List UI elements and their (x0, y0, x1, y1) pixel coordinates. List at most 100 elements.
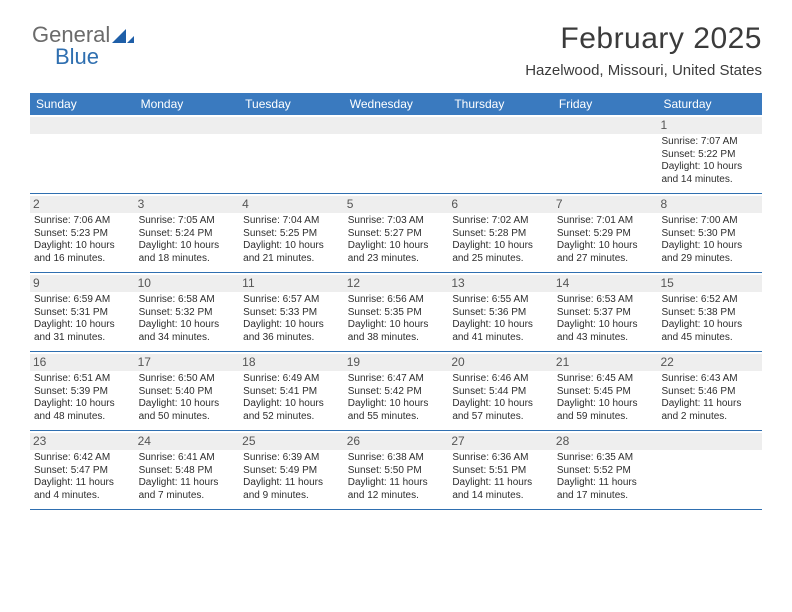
sunrise-text: Sunrise: 6:50 AM (139, 373, 236, 386)
day-number: 4 (239, 196, 344, 213)
daylight-text: Daylight: 11 hours and 12 minutes. (348, 477, 445, 502)
sunrise-text: Sunrise: 6:46 AM (452, 373, 549, 386)
sunset-text: Sunset: 5:38 PM (661, 307, 758, 320)
title-block: February 2025 Hazelwood, Missouri, Unite… (525, 22, 762, 79)
sunrise-text: Sunrise: 6:52 AM (661, 294, 758, 307)
week-row: 2Sunrise: 7:06 AMSunset: 5:23 PMDaylight… (30, 194, 762, 273)
daylight-text: Daylight: 11 hours and 7 minutes. (139, 477, 236, 502)
weekday-header-row: Sunday Monday Tuesday Wednesday Thursday… (30, 93, 762, 115)
daylight-text: Daylight: 10 hours and 48 minutes. (34, 398, 131, 423)
day-number: 5 (344, 196, 449, 213)
day-number (344, 117, 449, 134)
sunrise-text: Sunrise: 7:03 AM (348, 215, 445, 228)
day-number: 17 (135, 354, 240, 371)
daylight-text: Daylight: 10 hours and 52 minutes. (243, 398, 340, 423)
day-number: 8 (657, 196, 762, 213)
day-cell: 13 Sunrise: 6:55 AMSunset: 5:36 PMDayligh… (448, 273, 553, 351)
sunrise-text: Sunrise: 6:51 AM (34, 373, 131, 386)
day-number: 1 (657, 117, 762, 134)
day-cell: 14Sunrise: 6:53 AMSunset: 5:37 PMDayligh… (553, 273, 658, 351)
sunrise-text: Sunrise: 7:05 AM (139, 215, 236, 228)
day-cell (448, 115, 553, 193)
daylight-text: Daylight: 10 hours and 38 minutes. (348, 319, 445, 344)
sunset-text: Sunset: 5:36 PM (452, 307, 549, 320)
day-cell: 1Sunrise: 7:07 AMSunset: 5:22 PMDaylight… (657, 115, 762, 193)
day-number (448, 117, 553, 134)
day-cell: 26Sunrise: 6:38 AMSunset: 5:50 PMDayligh… (344, 431, 449, 509)
sunrise-text: Sunrise: 6:39 AM (243, 452, 340, 465)
day-cell: 23Sunrise: 6:42 AMSunset: 5:47 PMDayligh… (30, 431, 135, 509)
day-number: 13 (448, 275, 553, 292)
sunset-text: Sunset: 5:42 PM (348, 386, 445, 399)
day-number: 11 (239, 275, 344, 292)
daylight-text: Daylight: 10 hours and 36 minutes. (243, 319, 340, 344)
sunrise-text: Sunrise: 6:41 AM (139, 452, 236, 465)
weekday-header: Saturday (657, 93, 762, 115)
daylight-text: Daylight: 11 hours and 14 minutes. (452, 477, 549, 502)
day-cell: 3Sunrise: 7:05 AMSunset: 5:24 PMDaylight… (135, 194, 240, 272)
day-cell (135, 115, 240, 193)
day-cell (239, 115, 344, 193)
week-row: 1Sunrise: 7:07 AMSunset: 5:22 PMDaylight… (30, 115, 762, 194)
daylight-text: Daylight: 11 hours and 17 minutes. (557, 477, 654, 502)
weeks-container: 1Sunrise: 7:07 AMSunset: 5:22 PMDaylight… (30, 115, 762, 510)
sunset-text: Sunset: 5:45 PM (557, 386, 654, 399)
weekday-header: Thursday (448, 93, 553, 115)
day-cell: 21Sunrise: 6:45 AMSunset: 5:45 PMDayligh… (553, 352, 658, 430)
daylight-text: Daylight: 10 hours and 29 minutes. (661, 240, 758, 265)
sunrise-text: Sunrise: 7:02 AM (452, 215, 549, 228)
sunset-text: Sunset: 5:23 PM (34, 228, 131, 241)
day-cell: 5Sunrise: 7:03 AMSunset: 5:27 PMDaylight… (344, 194, 449, 272)
sunset-text: Sunset: 5:37 PM (557, 307, 654, 320)
location-text: Hazelwood, Missouri, United States (525, 62, 762, 79)
day-number: 22 (657, 354, 762, 371)
logo-sail-icon (112, 27, 134, 48)
week-row: 16Sunrise: 6:51 AMSunset: 5:39 PMDayligh… (30, 352, 762, 431)
weekday-header: Friday (553, 93, 658, 115)
sunset-text: Sunset: 5:22 PM (661, 149, 758, 162)
daylight-text: Daylight: 11 hours and 9 minutes. (243, 477, 340, 502)
day-cell: 8 Sunrise: 7:00 AMSunset: 5:30 PMDaylight… (657, 194, 762, 272)
day-cell: 28Sunrise: 6:35 AMSunset: 5:52 PMDayligh… (553, 431, 658, 509)
day-number: 18 (239, 354, 344, 371)
sunset-text: Sunset: 5:47 PM (34, 465, 131, 478)
sunset-text: Sunset: 5:52 PM (557, 465, 654, 478)
sunset-text: Sunset: 5:46 PM (661, 386, 758, 399)
day-cell: 11Sunrise: 6:57 AMSunset: 5:33 PMDayligh… (239, 273, 344, 351)
weekday-header: Sunday (30, 93, 135, 115)
day-number: 19 (344, 354, 449, 371)
daylight-text: Daylight: 10 hours and 59 minutes. (557, 398, 654, 423)
day-number (553, 117, 658, 134)
sunset-text: Sunset: 5:41 PM (243, 386, 340, 399)
sunset-text: Sunset: 5:49 PM (243, 465, 340, 478)
header: General February 2025 Hazelwood, Missour… (0, 0, 792, 87)
sunrise-text: Sunrise: 6:35 AM (557, 452, 654, 465)
day-cell (30, 115, 135, 193)
sunset-text: Sunset: 5:30 PM (661, 228, 758, 241)
sunrise-text: Sunrise: 6:58 AM (139, 294, 236, 307)
month-title: February 2025 (525, 22, 762, 56)
daylight-text: Daylight: 10 hours and 14 minutes. (661, 161, 758, 186)
day-cell: 12Sunrise: 6:56 AMSunset: 5:35 PMDayligh… (344, 273, 449, 351)
daylight-text: Daylight: 10 hours and 41 minutes. (452, 319, 549, 344)
weekday-header: Monday (135, 93, 240, 115)
day-number (135, 117, 240, 134)
sunset-text: Sunset: 5:24 PM (139, 228, 236, 241)
day-number: 20 (448, 354, 553, 371)
sunset-text: Sunset: 5:50 PM (348, 465, 445, 478)
day-cell: 6Sunrise: 7:02 AMSunset: 5:28 PMDaylight… (448, 194, 553, 272)
sunrise-text: Sunrise: 7:00 AM (661, 215, 758, 228)
sunset-text: Sunset: 5:28 PM (452, 228, 549, 241)
daylight-text: Daylight: 10 hours and 34 minutes. (139, 319, 236, 344)
sunrise-text: Sunrise: 6:56 AM (348, 294, 445, 307)
day-number: 27 (448, 433, 553, 450)
day-cell: 17Sunrise: 6:50 AMSunset: 5:40 PMDayligh… (135, 352, 240, 430)
day-cell: 27Sunrise: 6:36 AMSunset: 5:51 PMDayligh… (448, 431, 553, 509)
daylight-text: Daylight: 10 hours and 27 minutes. (557, 240, 654, 265)
day-cell (553, 115, 658, 193)
sunrise-text: Sunrise: 7:01 AM (557, 215, 654, 228)
sunrise-text: Sunrise: 6:55 AM (452, 294, 549, 307)
sunrise-text: Sunrise: 6:45 AM (557, 373, 654, 386)
daylight-text: Daylight: 10 hours and 45 minutes. (661, 319, 758, 344)
sunset-text: Sunset: 5:33 PM (243, 307, 340, 320)
